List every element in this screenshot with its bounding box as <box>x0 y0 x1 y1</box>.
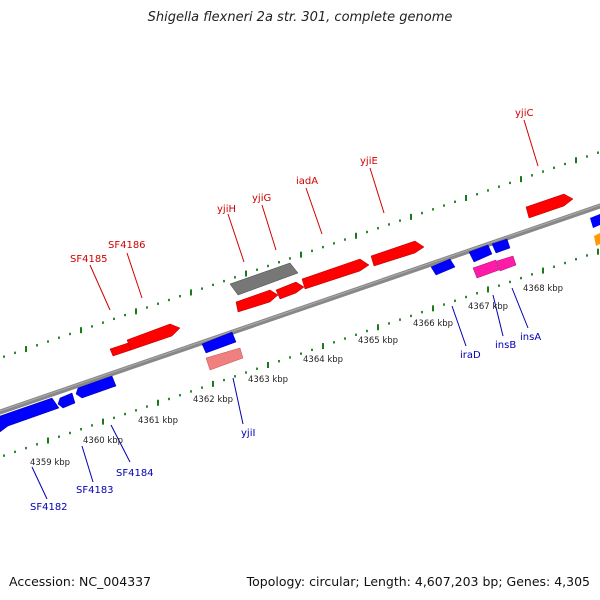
gene-yjiG-b <box>275 281 305 300</box>
gene-insB <box>472 259 500 279</box>
label-yjiG: yjiG <box>252 193 271 204</box>
kbp-label: 4361 kbp <box>138 416 178 426</box>
kbp-label: 4365 kbp <box>358 336 398 346</box>
kbp-label: 4367 kbp <box>468 302 508 312</box>
forward-genes <box>109 193 574 357</box>
label-insA: insA <box>520 332 541 343</box>
gene-yjiE <box>370 240 425 267</box>
gene-iraD <box>430 258 456 276</box>
kbp-label: 4359 kbp <box>30 458 70 468</box>
tick-row-upper <box>3 151 599 358</box>
reverse-genes <box>0 214 600 433</box>
label-yjiE: yjiE <box>360 156 378 167</box>
label-yjiI: yjiI <box>241 428 255 439</box>
gene-insA <box>496 255 517 272</box>
genome-summary-text: Topology: circular; Length: 4,607,203 bp… <box>246 574 590 589</box>
gene-edge-orange <box>594 233 600 246</box>
gene-yjiG-a <box>235 289 279 313</box>
gene-yjiH <box>229 262 299 296</box>
map-title: Shigella flexneri 2a str. 301, complete … <box>147 10 453 25</box>
label-iraD: iraD <box>460 350 481 361</box>
label-yjiC: yjiC <box>515 108 533 119</box>
label-sf4186: SF4186 <box>108 240 146 251</box>
gene-sf4185 <box>109 342 132 357</box>
label-sf4184: SF4184 <box>116 468 154 479</box>
gene-insB-blue <box>468 244 493 263</box>
genome-backbone <box>0 203 600 415</box>
gene-sf4186 <box>126 323 181 351</box>
gene-yjiI-blue <box>201 331 237 354</box>
kbp-label: 4364 kbp <box>303 355 343 365</box>
gene-yjiI <box>205 347 244 371</box>
gene-insA-blue <box>491 238 511 254</box>
kbp-label: 4368 kbp <box>523 284 563 294</box>
kbp-label: 4362 kbp <box>193 395 233 405</box>
label-sf4183: SF4183 <box>76 485 114 496</box>
gene-sf4184 <box>75 375 117 399</box>
gene-iadA <box>301 258 370 290</box>
label-iadA: iadA <box>296 176 318 187</box>
gene-sf4182 <box>0 397 60 433</box>
label-sf4182: SF4182 <box>30 502 68 513</box>
label-sf4185: SF4185 <box>70 254 108 265</box>
tick-row-lower <box>3 248 599 457</box>
kbp-label: 4366 kbp <box>413 319 453 329</box>
kbp-label: 4360 kbp <box>83 436 123 446</box>
label-yjiH: yjiH <box>217 204 236 215</box>
accession-text: Accession: NC_004337 <box>9 574 152 589</box>
gene-sf4183 <box>57 392 76 409</box>
lower-leaders <box>31 287 529 500</box>
upper-leaders <box>89 119 539 311</box>
kbp-label: 4363 kbp <box>248 375 288 385</box>
gene-edge-blue <box>590 214 600 228</box>
label-insB: insB <box>495 340 516 351</box>
gene-yjiC <box>525 193 574 219</box>
